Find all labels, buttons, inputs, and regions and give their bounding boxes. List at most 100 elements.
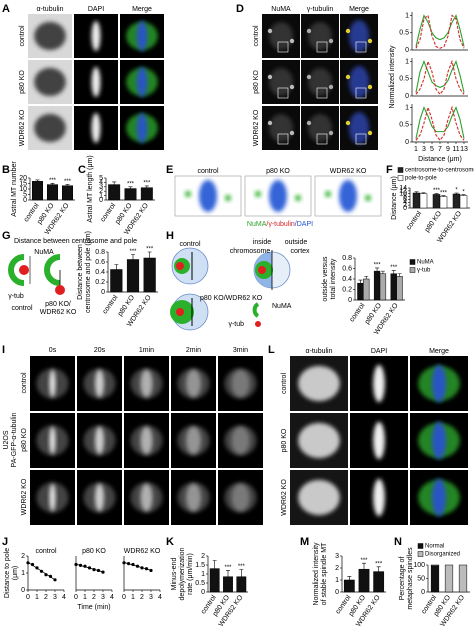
error-bar — [414, 191, 419, 193]
micrograph-signal — [199, 180, 217, 212]
column-header: Merge — [132, 6, 152, 13]
x-axis-label: Distance (μm) — [418, 156, 462, 163]
inset-box — [355, 133, 367, 145]
micrograph-signal — [367, 130, 373, 136]
point — [53, 578, 57, 582]
y-tick-label: 0.2 — [95, 279, 105, 286]
point — [126, 562, 131, 566]
x-tick-label: 5 — [430, 146, 434, 153]
y-axis-label: metaphase spindles — [407, 547, 414, 610]
micrograph-signal — [186, 369, 201, 398]
column-header: control — [197, 168, 218, 175]
inset-box — [277, 87, 289, 99]
y-axis-label: Distance (μm) — [391, 176, 398, 220]
bar — [140, 187, 153, 201]
column-header: γ-tubulin — [307, 6, 334, 13]
diagram-label: cortex — [290, 248, 310, 255]
micrograph-signal — [289, 38, 295, 44]
micrograph-signal — [95, 426, 104, 455]
x-tick-label: 0 — [122, 594, 126, 601]
error-bar — [391, 270, 396, 274]
bar — [373, 270, 381, 301]
y-tick-label: 15 — [19, 180, 27, 187]
x-tick-label: 3 — [53, 594, 57, 601]
diagram-label: inside — [253, 239, 271, 246]
x-tick-label: 1 — [131, 594, 135, 601]
numa-crescent — [44, 254, 61, 286]
micrograph-signal — [298, 365, 340, 402]
micrograph-signal — [269, 68, 293, 96]
diagram-label: p80 KO/WDR62 KO — [200, 295, 263, 302]
diagram-label: γ-tub — [8, 293, 24, 300]
point — [149, 568, 153, 573]
micrograph-signal — [136, 67, 148, 97]
legend-swatch — [397, 175, 404, 181]
bar — [363, 278, 370, 301]
point — [44, 573, 48, 577]
micrograph-signal — [345, 120, 351, 126]
micrograph-signal — [373, 421, 385, 460]
bar — [236, 576, 247, 593]
error-bar — [364, 276, 369, 279]
y-tick-label: 4 — [99, 179, 103, 186]
chart-title: p80 KO — [82, 548, 106, 555]
y-tick-label: 0.4 — [95, 269, 105, 276]
y-axis-label: Minus-end — [171, 558, 178, 591]
point — [78, 563, 83, 567]
gtub-dot — [55, 285, 65, 295]
y-tick-label: 1 — [335, 577, 339, 584]
diagram-label: outside — [285, 239, 308, 246]
x-tick-label: 4 — [62, 594, 66, 601]
legend-swatch — [417, 543, 424, 549]
y-tick-label: 0 — [21, 587, 25, 594]
numa-crescent — [8, 254, 25, 286]
bar — [452, 193, 461, 209]
inset-box — [277, 41, 289, 53]
point — [101, 570, 105, 574]
error-bar — [50, 182, 55, 185]
column-header: 2min — [186, 347, 201, 354]
error-bar — [397, 273, 402, 277]
y-tick-label: 0.8 — [95, 249, 105, 256]
significance: *** — [238, 564, 246, 570]
micrograph-signal — [328, 38, 334, 44]
column-header: NuMA — [271, 6, 291, 13]
y-axis-label: Astral MT length (μm) — [87, 155, 94, 222]
y-tick-label: 0.5 — [399, 30, 409, 37]
micrograph-signal — [298, 479, 340, 516]
error-bar — [454, 192, 459, 194]
point — [131, 562, 135, 567]
row-label: WDR62 KO — [281, 479, 288, 516]
micrograph-signal — [136, 113, 148, 143]
chart-title: control — [35, 548, 56, 555]
bar — [444, 564, 454, 593]
legend-label: NuMA — [417, 260, 434, 266]
error-bar — [461, 194, 466, 196]
micrograph-signal — [231, 369, 250, 398]
x-tick-label: 4 — [110, 594, 114, 601]
y-tick-label: 1 — [405, 12, 409, 19]
micrograph-signal — [308, 22, 332, 50]
y-tick-label: 12 — [399, 188, 407, 195]
micrograph-signal — [328, 84, 334, 90]
bar — [126, 259, 140, 293]
error-bar — [226, 570, 230, 577]
significance: *** — [433, 188, 441, 194]
bar — [124, 188, 137, 201]
legend-swatch — [417, 551, 424, 557]
legend-label: pole-to-pole — [405, 176, 437, 182]
x-tick-label: 3 — [149, 594, 153, 601]
micrograph-signal — [95, 369, 104, 398]
line — [415, 14, 465, 49]
x-tick-label: 1 — [35, 594, 39, 601]
caption: NuMA/γ-tubulin/DAPI — [247, 221, 313, 228]
column-header: Merge — [349, 6, 369, 13]
error-bar — [421, 192, 426, 194]
micrograph-signal — [269, 180, 287, 212]
diagram-label: p80 KO/ — [45, 301, 71, 308]
significance: *** — [374, 263, 382, 269]
inset-box — [316, 87, 328, 99]
significance: *** — [143, 180, 151, 186]
column-header: 1min — [139, 347, 154, 354]
micrograph-signal — [349, 20, 369, 52]
